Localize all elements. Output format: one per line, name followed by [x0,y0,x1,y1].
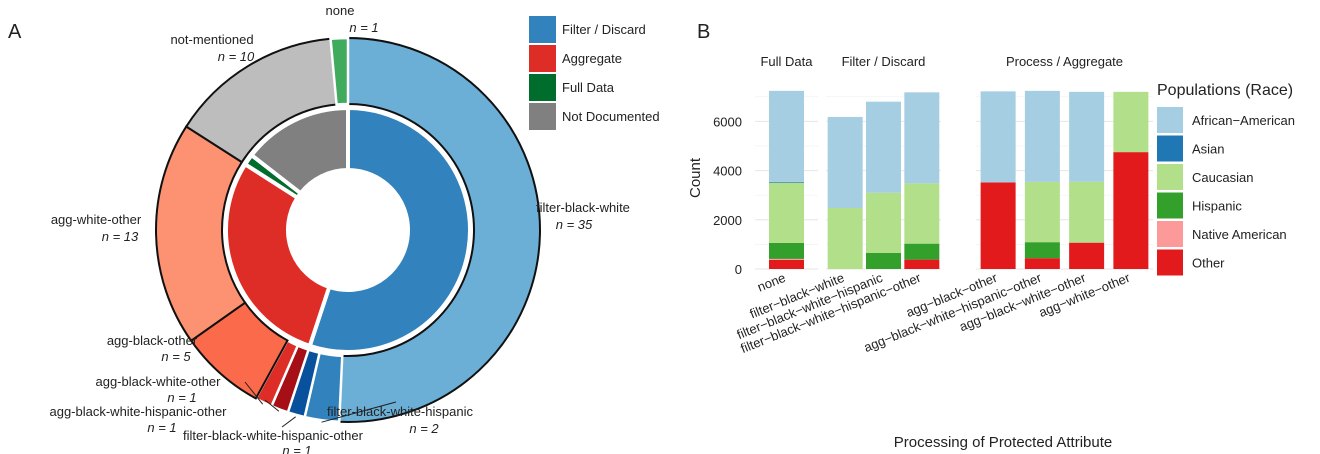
outer-label-agg-black-white-other: agg-black-white-other [95,374,221,389]
bar-segment-agg-white-other-other [1113,152,1149,269]
bar-segment-filter-black-white-hispanic-other-hispanic [904,243,940,260]
bar-segment-none-hispanic [769,242,804,259]
outer-label-filter-black-white-hispanic: filter-black-white-hispanic [327,404,473,419]
legend-label-not-documented: Not Documented [562,109,660,124]
outer-label-filter-black-white: filter-black-white [536,200,630,215]
legend-label-filter-discard: Filter / Discard [562,22,646,37]
outer-count-agg-black-other: n = 5 [161,349,191,364]
stacked-bar-chart: Full Data Filter / Discard Process / Aggre… [713,54,1153,356]
leader-line-agg-black-white-hispanic-other [264,399,280,412]
bar-segment-none-other [769,259,804,269]
legend-label-aggregate: Aggregate [562,51,622,66]
outer-label-not-mentioned: not-mentioned [170,32,253,47]
legend-label-other: Other [1192,256,1225,271]
facet-title-filter-discard: Filter / Discard [842,54,926,69]
legend-label-hispanic: Hispanic [1192,199,1242,214]
inner-slice-aggregate [224,161,332,349]
bar-segment-filter-black-white-caucasian [827,207,863,269]
bar-segment-filter-black-white-hispanic-other-other [904,259,940,269]
bar-segment-filter-black-white-hispanic-other-african-american [904,92,940,184]
bar-segment-filter-black-white-african-american [827,116,863,208]
bar-segment-filter-black-white-hispanic-caucasian [866,192,901,254]
legend-swatch-filter-discard [529,16,556,43]
leader-line-filter-black-white-hispanic [321,401,397,423]
leader-line-filter-black-white-hispanic-other [281,416,296,428]
legend-swatch-other [1157,249,1183,276]
legend-swatch-full-data [529,74,556,101]
bar-segment-filter-black-white-hispanic-african-american [866,101,901,193]
outer-label-agg-white-other: agg-white-other [51,212,142,227]
bar-segment-none-african-american [769,90,804,182]
y-tick-label: 4000 [713,164,742,179]
legend-swatch-african-american [1157,107,1183,133]
bar-segment-agg-black-other-african-american [980,91,1016,183]
bar-segment-agg-black-white-hispanic-other-caucasian [1024,181,1060,243]
bar-segment-filter-black-white-hispanic-other-caucasian [904,183,940,244]
bar-segment-agg-black-white-other-african-american [1069,91,1105,182]
bar-segment-filter-black-white-hispanic-hispanic [866,253,901,269]
legend-swatch-aggregate [529,45,556,72]
panel-label-a: A [8,21,22,43]
outer-label-agg-black-white-hispanic-other: agg-black-white-hispanic-other [49,404,227,419]
bar-segment-agg-white-other-caucasian [1113,91,1149,153]
legend-label-full-data: Full Data [562,80,615,95]
bar-segment-agg-black-white-hispanic-other-hispanic [1024,242,1060,259]
bar-segment-agg-black-other-other [980,182,1016,269]
outer-count-agg-black-white-hispanic-other: n = 1 [147,420,176,435]
y-tick-label: 0 [735,262,742,277]
legend-swatch-asian [1157,135,1183,162]
bar-legend: Populations (Race) African−American Asian C… [1157,82,1295,276]
outer-count-filter-black-white: n = 35 [556,217,593,232]
legend-label-asian: Asian [1192,142,1225,157]
legend-swatch-caucasian [1157,164,1183,190]
y-axis-title: Count [687,157,704,198]
inner-slice-not-documented [248,105,350,197]
outer-count-none: n = 1 [349,20,378,35]
leader-line-agg-black-white-other [244,381,264,405]
bar-segment-none-native-american [769,258,804,260]
outer-count-filter-black-white-hispanic-other: n = 1 [282,443,311,454]
legend-swatch-not-documented [529,103,556,130]
outer-label-none: none [326,3,355,18]
outer-count-not-mentioned: n = 10 [218,49,255,64]
bar-segment-agg-black-white-other-caucasian [1069,181,1105,243]
outer-count-agg-white-other: n = 13 [102,229,139,244]
outer-label-filter-black-white-hispanic-other: filter-black-white-hispanic-other [183,428,364,443]
bar-segment-none-caucasian [769,182,804,243]
donut-chart: filter-black-white n = 35 filter-black-whi… [49,3,629,454]
legend-swatch-native-american [1157,221,1183,247]
legend-label-african-american: African−American [1192,113,1295,128]
bar-segment-none-asian [769,181,804,183]
bar-segment-agg-black-white-hispanic-other-african-american [1024,90,1060,182]
outer-slice-none [329,36,350,106]
legend-label-native-american: Native American [1192,227,1287,242]
legend-label-caucasian: Caucasian [1192,170,1253,185]
legend-swatch-hispanic [1157,192,1183,219]
legend-title: Populations (Race) [1157,82,1293,99]
facet-title-full-data: Full Data [760,54,813,69]
donut-legend: Filter / Discard Aggregate Full Data Not Do… [529,16,660,130]
y-tick-label: 2000 [713,213,742,228]
facet-title-process-aggregate: Process / Aggregate [1006,54,1123,69]
bar-segment-agg-black-white-hispanic-other-other [1024,258,1060,269]
panel-label-b: B [697,21,710,43]
outer-count-agg-black-white-other: n = 1 [167,390,196,405]
x-axis-title: Processing of Protected Attribute [894,434,1112,451]
outer-label-agg-black-other: agg-black-other [107,333,198,348]
outer-count-filter-black-white-hispanic: n = 2 [409,421,439,436]
outer-slice-filter-black-white [338,36,541,423]
x-tick-label-none: none [755,270,787,295]
bar-segment-agg-black-white-other-other [1069,242,1105,269]
y-tick-label: 6000 [713,114,742,129]
